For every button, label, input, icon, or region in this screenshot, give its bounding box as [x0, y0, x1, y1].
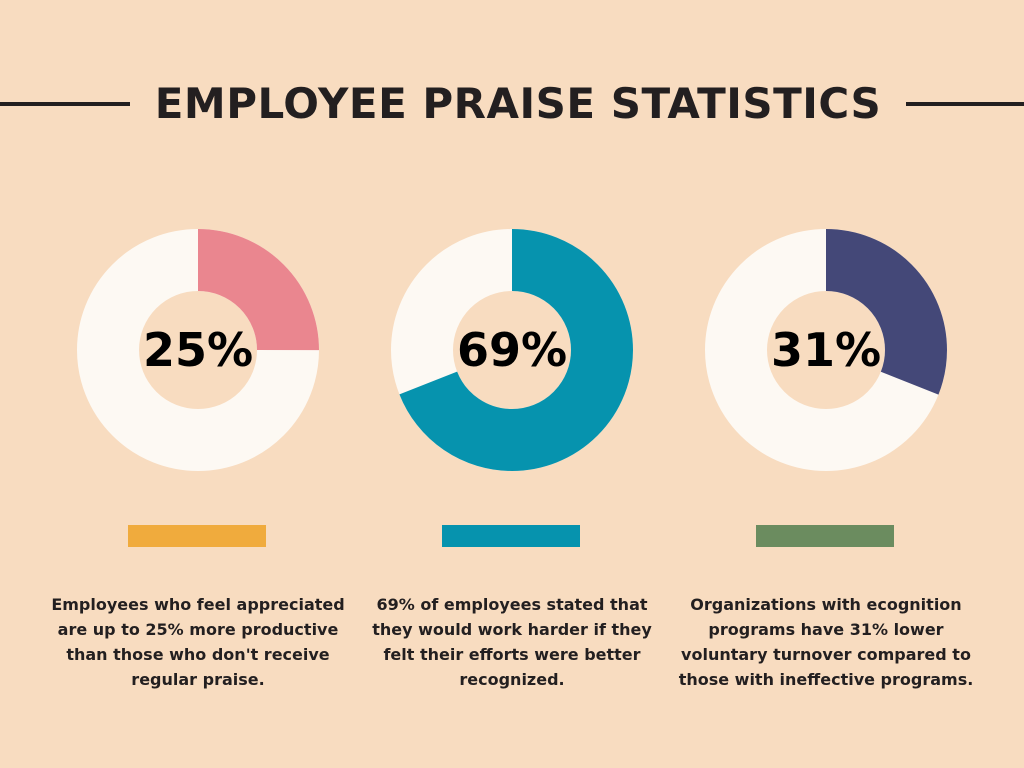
donut-2-center-label: 69%	[456, 323, 568, 377]
donut-3-value-slice	[705, 229, 947, 471]
donut-1-center-label: 25%	[142, 323, 254, 377]
stat-column-1: 25% Employees who feel appreciated are u…	[48, 0, 348, 768]
caption-3: Organizations with ecognition programs h…	[678, 595, 974, 689]
donut-chart-3: 31%	[705, 229, 947, 471]
donut-2-value-slice	[391, 229, 633, 471]
page-title: EMPLOYEE PRAISE STATISTICS	[154, 79, 882, 128]
title-row: EMPLOYEE PRAISE STATISTICS	[0, 72, 1024, 136]
stat-column-2: 69% 69% of employees stated that they wo…	[362, 0, 662, 768]
accent-bar-1	[128, 525, 266, 547]
caption-2: 69% of employees stated that they would …	[372, 595, 652, 689]
donut-chart-2-svg	[391, 229, 633, 471]
accent-bar-2	[442, 525, 580, 547]
title-divider-left	[0, 102, 130, 106]
donut-3-center-label: 31%	[770, 323, 882, 377]
donut-chart-2: 69%	[391, 229, 633, 471]
stat-column-3: 31% Organizations with ecognition progra…	[676, 0, 976, 768]
title-divider-right	[906, 102, 1024, 106]
caption-1: Employees who feel appreciated are up to…	[51, 595, 345, 689]
donut-1-value-slice	[77, 229, 319, 471]
donut-chart-3-svg	[705, 229, 947, 471]
donut-chart-1-svg	[77, 229, 319, 471]
donut-chart-1: 25%	[77, 229, 319, 471]
accent-bar-3	[756, 525, 894, 547]
